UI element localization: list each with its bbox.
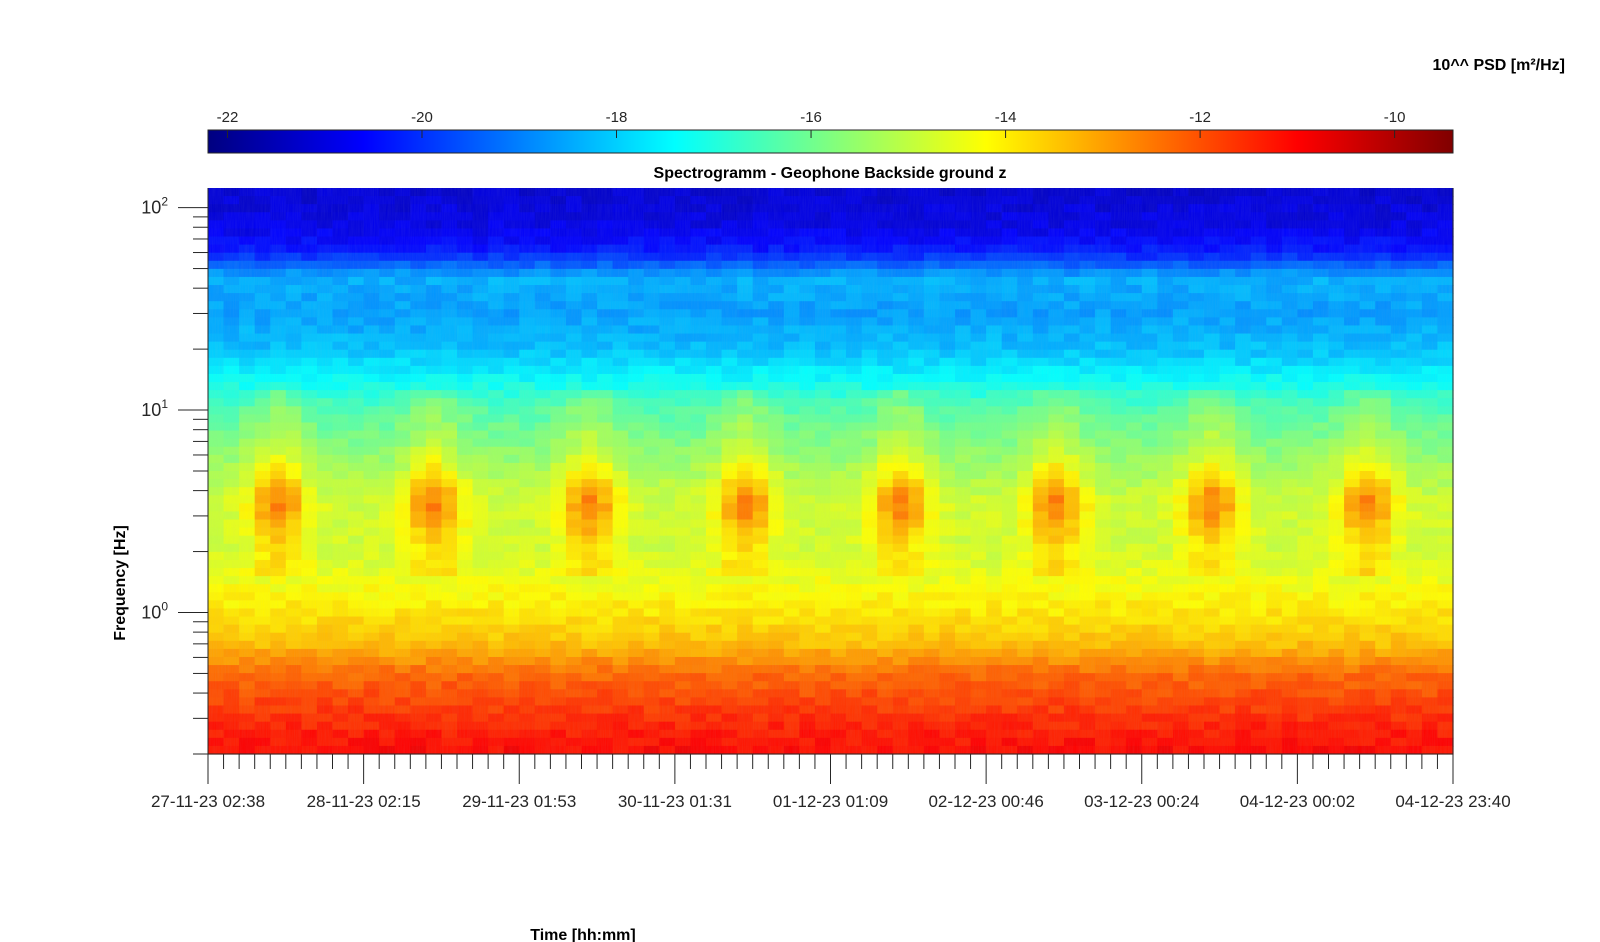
colorbar-tick-label: -22 [217,109,239,126]
colorbar-tick-label: -12 [1189,109,1211,126]
colorbar: -22 -20 -18 -16 -14 -12 -10 10^^ PSD [m²/Hz] [207,57,1565,154]
colorbar-tick-label: -20 [411,109,433,126]
colorbar-label: 10^^ PSD [m²/Hz] [1433,57,1565,74]
colorbar-tick-label: -16 [800,109,822,126]
colorbar-tick-label: -18 [606,109,628,126]
chart-title: Spectrogramm - Geophone Backside ground … [654,165,1007,182]
colorbar-tick-label: -10 [1384,109,1406,126]
colorbar-gradient [207,129,1454,154]
plot-area [207,188,1454,755]
colorbar-tick-label: -14 [995,109,1017,126]
colorbar-ticks: -22 -20 -18 -16 -14 -12 -10 [217,109,1406,138]
